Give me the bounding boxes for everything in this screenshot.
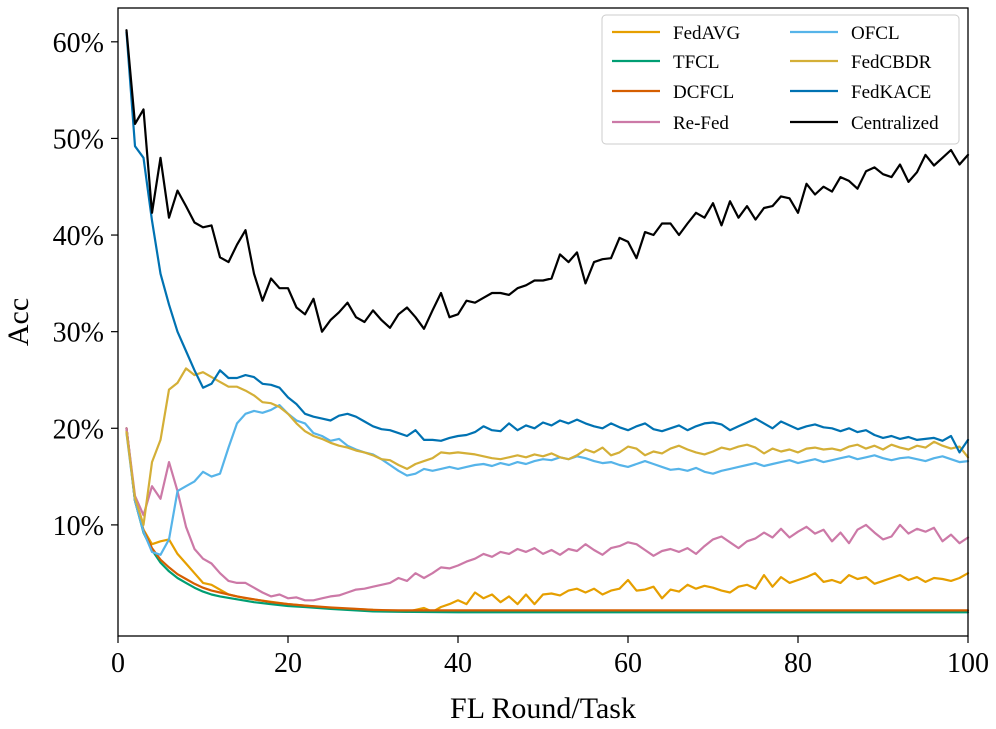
legend-label: FedKACE	[851, 82, 931, 103]
legend-label: Re-Fed	[673, 113, 729, 134]
x-tick-label: 100	[947, 648, 989, 679]
y-tick-label: 30%	[53, 318, 104, 349]
y-tick-label: 40%	[53, 221, 104, 252]
series-layer	[125, 29, 970, 614]
series-line-centralized	[125, 29, 970, 333]
series-line-ofcl	[125, 404, 970, 556]
legend-label: Centralized	[851, 113, 939, 134]
y-axis-title: Acc	[2, 298, 35, 346]
legend-box	[601, 14, 960, 145]
y-tick-label: 10%	[53, 511, 104, 542]
series-line-fedcbdr	[125, 367, 970, 526]
y-tick-label: 60%	[53, 28, 104, 59]
x-tick-label: 80	[784, 648, 812, 679]
y-tick-label: 20%	[53, 414, 104, 445]
series-line-tfcl	[125, 427, 970, 614]
series-line-dcfcl	[125, 427, 970, 612]
series-line-re-fed	[125, 427, 970, 602]
x-axis: 0 20 40 60 80 100	[111, 636, 989, 679]
y-axis: 10% 20% 30% 40% 50% 60%	[53, 28, 118, 542]
legend: FedAVG TFCL DCFCL Re-Fed OFCL FedCBDR FedKACE C…	[601, 14, 960, 145]
legend-label: TFCL	[673, 52, 719, 73]
plot-frame	[117, 7, 969, 637]
legend-label: DCFCL	[673, 82, 734, 103]
y-tick-label: 50%	[53, 124, 104, 155]
legend-label: FedAVG	[673, 23, 740, 44]
x-tick-label: 60	[614, 648, 642, 679]
x-axis-title: FL Round/Task	[450, 692, 636, 725]
legend-label: FedCBDR	[851, 52, 932, 73]
legend-label: OFCL	[851, 23, 900, 44]
x-tick-label: 40	[444, 648, 472, 679]
series-line-fedkace	[125, 31, 970, 454]
x-tick-label: 0	[111, 648, 125, 679]
x-tick-label: 20	[274, 648, 302, 679]
